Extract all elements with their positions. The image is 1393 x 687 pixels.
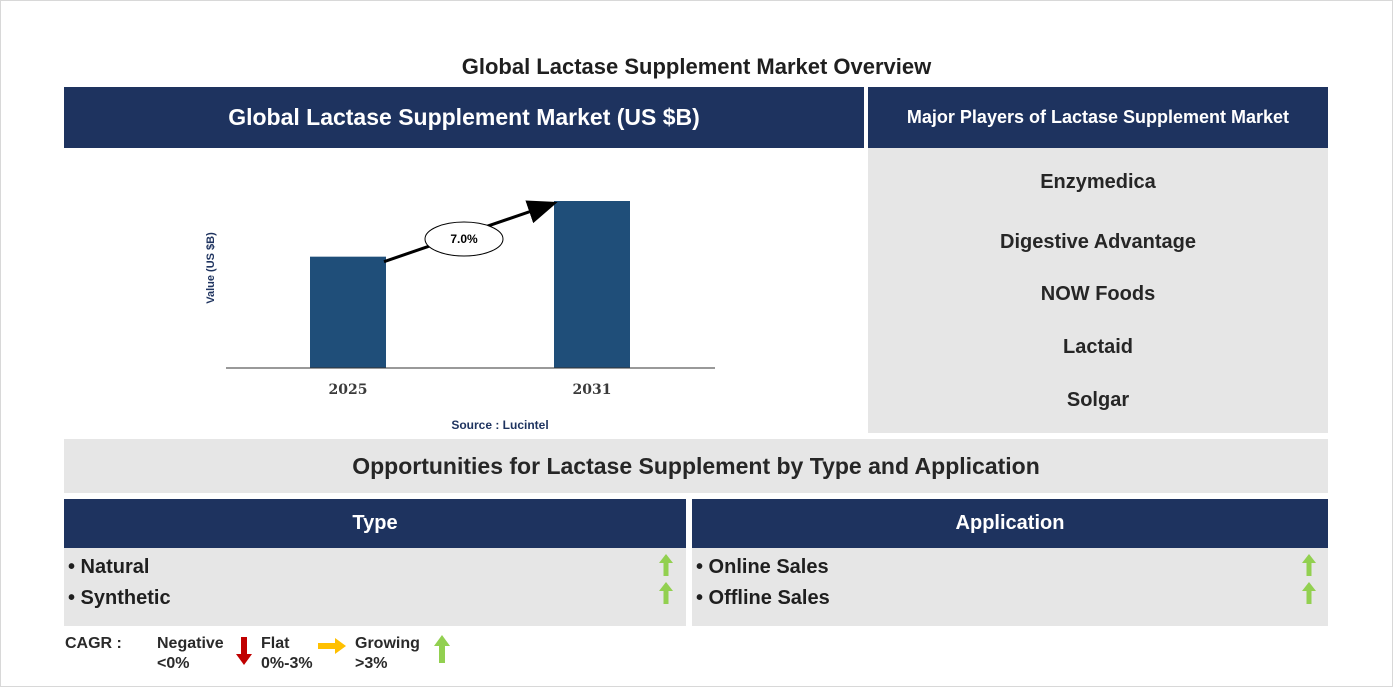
application-item-online-sales: • Online Sales bbox=[696, 556, 829, 578]
up-arrow-icon bbox=[659, 554, 673, 576]
page-title: Global Lactase Supplement Market Overvie… bbox=[461, 54, 932, 79]
legend-negative-title: Negative bbox=[157, 635, 224, 652]
legend-growing: Growing >3% bbox=[355, 634, 420, 674]
legend-flat: Flat 0%-3% bbox=[261, 634, 313, 674]
bar-2025 bbox=[310, 256, 386, 368]
x-tick-2025: 2025 bbox=[329, 382, 368, 398]
player-lactaid: Lactaid bbox=[1062, 336, 1134, 358]
x-tick-2031: 2031 bbox=[573, 382, 612, 398]
chart-header: Global Lactase Supplement Market (US $B) bbox=[64, 87, 864, 148]
legend-growing-title: Growing bbox=[355, 635, 420, 652]
legend-flat-range: 0%-3% bbox=[261, 655, 313, 672]
legend-cagr-label: CAGR : bbox=[65, 635, 122, 652]
cagr-label: 7.0% bbox=[450, 232, 478, 246]
type-list: • Natural • Synthetic bbox=[64, 548, 686, 626]
legend-negative: Negative <0% bbox=[157, 634, 224, 674]
up-arrow-icon bbox=[434, 635, 450, 663]
up-arrow-icon bbox=[1302, 582, 1316, 604]
type-item-synthetic: • Synthetic bbox=[68, 587, 171, 609]
player-now-foods: NOW Foods bbox=[1040, 283, 1156, 305]
market-chart: Value (US $B) 2025 2031 7.0% Source : Luc… bbox=[205, 200, 715, 432]
player-digestive-advantage: Digestive Advantage bbox=[1000, 231, 1196, 253]
down-arrow-icon bbox=[236, 637, 252, 665]
up-arrow-icon bbox=[659, 582, 673, 604]
source-label: Source : Lucintel bbox=[451, 418, 548, 432]
right-arrow-icon bbox=[318, 638, 346, 654]
player-solgar: Solgar bbox=[1066, 389, 1130, 411]
players-header: Major Players of Lactase Supplement Mark… bbox=[868, 87, 1328, 148]
legend-flat-title: Flat bbox=[261, 635, 290, 652]
up-arrow-icon bbox=[1302, 554, 1316, 576]
application-item-offline-sales: • Offline Sales bbox=[696, 587, 830, 609]
application-header: Application bbox=[692, 499, 1328, 548]
cagr-bubble bbox=[424, 221, 504, 257]
legend-growing-range: >3% bbox=[355, 655, 388, 672]
opportunities-title: Opportunities for Lactase Supplement by … bbox=[64, 439, 1328, 493]
player-enzymedica: Enzymedica bbox=[1040, 171, 1156, 193]
players-panel: Enzymedica Digestive Advantage NOW Foods… bbox=[868, 148, 1328, 433]
legend-negative-range: <0% bbox=[157, 655, 190, 672]
application-list: • Online Sales • Offline Sales bbox=[692, 548, 1328, 626]
type-item-natural: • Natural bbox=[68, 556, 150, 578]
y-axis-label: Value (US $B) bbox=[205, 232, 217, 304]
bar-2031 bbox=[554, 201, 630, 368]
type-header: Type bbox=[64, 499, 686, 548]
